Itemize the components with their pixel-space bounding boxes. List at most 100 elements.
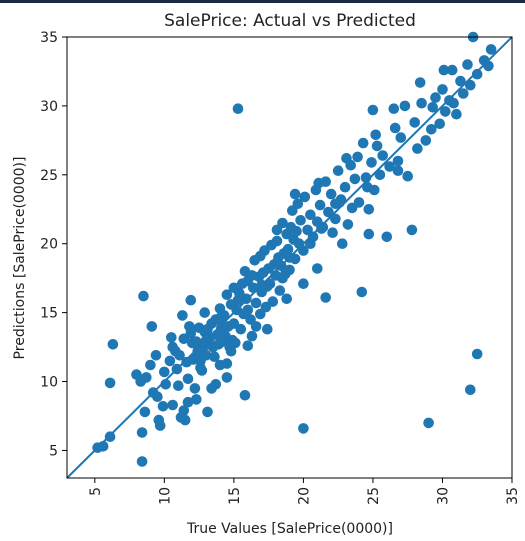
data-point (327, 227, 338, 238)
data-point (357, 137, 369, 149)
data-point (242, 340, 254, 352)
data-point (282, 243, 294, 255)
data-point (446, 64, 458, 76)
data-points (92, 31, 497, 467)
data-point (434, 118, 446, 130)
data-point (356, 286, 368, 298)
data-point (246, 270, 258, 281)
data-point (164, 355, 176, 367)
data-point (281, 293, 293, 305)
data-point (406, 224, 418, 236)
data-point (139, 406, 151, 418)
data-point (138, 290, 149, 302)
data-point (402, 170, 414, 182)
data-point (414, 77, 426, 88)
data-point (366, 157, 377, 168)
data-point (292, 198, 304, 210)
data-point (320, 292, 332, 303)
data-point (146, 321, 158, 332)
data-point (167, 399, 178, 411)
data-point (412, 143, 423, 154)
data-point (423, 417, 434, 429)
y-tick-label: 15 (40, 306, 58, 322)
x-tick-label: 35 (505, 487, 521, 505)
data-point (334, 197, 345, 208)
window-top-bar (0, 0, 525, 3)
data-point (374, 169, 386, 181)
data-point (298, 423, 309, 434)
data-point (145, 359, 156, 371)
y-tick-label: 30 (40, 99, 58, 115)
data-point (242, 304, 254, 316)
data-point (246, 330, 258, 342)
data-point (363, 204, 375, 215)
data-point (313, 177, 325, 189)
data-point (277, 272, 288, 284)
data-point (392, 155, 404, 167)
data-point (107, 339, 119, 350)
data-point (314, 199, 326, 211)
data-point (254, 250, 266, 262)
data-point (166, 332, 177, 343)
x-tick-label: 30 (435, 487, 451, 505)
data-point (152, 391, 163, 403)
data-point (209, 351, 220, 363)
data-point (462, 59, 473, 70)
data-point (284, 264, 295, 276)
y-tick-label: 20 (40, 237, 58, 253)
data-point (339, 181, 351, 193)
x-axis-label: True Values [SalePrice(0000)] (186, 521, 393, 537)
data-point (395, 132, 407, 143)
x-tick-label: 20 (296, 487, 312, 505)
data-point (221, 372, 233, 383)
data-point (325, 188, 337, 200)
data-point (189, 383, 201, 394)
data-point (451, 108, 462, 120)
data-point (392, 165, 404, 176)
data-point (274, 285, 286, 296)
chart-title: SalePrice: Actual vs Predicted (164, 11, 416, 31)
y-axis-ticks: 5 10 15 20 25 30 35 (40, 30, 67, 459)
data-point (353, 197, 365, 208)
data-point (440, 106, 451, 117)
data-point (221, 358, 233, 369)
data-point (206, 383, 217, 394)
data-point (250, 321, 262, 332)
data-point (136, 456, 148, 467)
data-point (157, 401, 169, 412)
data-point (298, 245, 309, 256)
data-point (173, 380, 184, 392)
data-point (141, 372, 152, 383)
data-point (312, 263, 323, 274)
data-point (427, 102, 439, 113)
data-point (430, 92, 441, 103)
data-point (465, 79, 476, 91)
x-tick-label: 25 (366, 487, 382, 505)
data-point (458, 88, 469, 99)
data-point (191, 394, 202, 405)
data-point (184, 321, 195, 332)
x-axis-ticks: 5 10 15 20 25 30 35 (88, 478, 521, 505)
data-point (182, 373, 194, 385)
data-point (239, 390, 251, 401)
data-point (178, 405, 190, 416)
y-tick-label: 5 (49, 443, 58, 459)
data-point (179, 414, 191, 426)
data-point (471, 68, 483, 80)
data-point (367, 104, 379, 116)
data-point (448, 97, 459, 109)
x-tick-label: 5 (88, 487, 104, 496)
data-point (289, 188, 301, 200)
data-point (341, 153, 352, 164)
data-point (305, 238, 316, 249)
data-point (363, 228, 375, 240)
data-point (182, 396, 194, 408)
data-point (426, 124, 437, 135)
data-point (221, 289, 233, 301)
data-point (305, 209, 316, 221)
data-point (352, 151, 363, 163)
data-point (330, 213, 341, 225)
data-point (104, 377, 116, 389)
data-point (389, 122, 401, 134)
